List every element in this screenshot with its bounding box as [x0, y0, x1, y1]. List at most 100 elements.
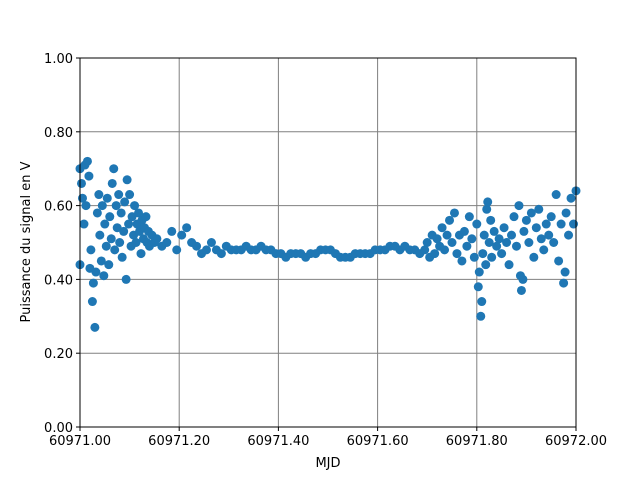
point — [437, 223, 447, 233]
point — [152, 234, 162, 244]
point — [109, 164, 119, 174]
point — [445, 215, 455, 225]
x-tick-label: 60971.00 — [49, 434, 111, 449]
point — [76, 178, 86, 188]
point — [516, 285, 526, 295]
point — [136, 249, 146, 259]
point — [97, 201, 107, 211]
point — [201, 245, 211, 255]
point — [509, 212, 519, 222]
y-tick-label: 1.00 — [44, 52, 73, 67]
point — [104, 260, 114, 270]
point — [79, 219, 89, 229]
point — [91, 267, 101, 277]
point — [484, 238, 494, 247]
point — [182, 223, 192, 233]
point — [92, 208, 102, 218]
point — [479, 230, 489, 240]
point — [102, 193, 112, 203]
y-tick-label: 0.40 — [44, 273, 73, 288]
point — [549, 238, 559, 247]
point — [472, 219, 482, 229]
plot-frame — [79, 57, 577, 428]
point — [442, 230, 452, 240]
point — [86, 245, 96, 255]
point — [430, 249, 440, 259]
point — [511, 241, 521, 251]
point — [467, 234, 477, 244]
y-tick-label: 0.00 — [44, 421, 73, 436]
point — [526, 208, 536, 218]
point — [116, 208, 126, 218]
point — [492, 241, 502, 251]
point — [477, 297, 487, 307]
point — [107, 178, 117, 188]
point — [105, 212, 115, 222]
point — [521, 215, 531, 225]
point — [115, 238, 125, 247]
point — [82, 156, 92, 166]
point — [432, 234, 442, 244]
point — [206, 238, 216, 247]
point — [94, 190, 104, 200]
x-tick-label: 60972.00 — [545, 434, 607, 449]
point — [192, 241, 202, 251]
point — [459, 226, 469, 236]
point — [539, 245, 549, 255]
point — [536, 234, 546, 244]
point — [420, 245, 430, 255]
point — [529, 252, 539, 262]
point — [119, 226, 129, 236]
point — [464, 212, 474, 222]
point — [106, 234, 116, 244]
point — [544, 230, 554, 240]
point — [534, 204, 544, 214]
point — [122, 175, 132, 185]
point — [216, 249, 226, 259]
point — [117, 252, 127, 262]
point — [452, 249, 462, 259]
point — [440, 245, 450, 255]
point — [111, 201, 121, 211]
y-axis-label: Puissance du signal en V — [19, 161, 34, 322]
point — [131, 238, 141, 247]
point — [462, 241, 472, 251]
point — [101, 241, 111, 251]
point — [487, 252, 497, 262]
point — [130, 201, 140, 211]
point — [519, 226, 529, 236]
point — [507, 230, 517, 240]
point — [141, 212, 151, 222]
point — [561, 208, 571, 218]
point — [100, 219, 110, 229]
point — [96, 256, 106, 266]
point — [502, 238, 512, 247]
point — [504, 260, 514, 270]
point — [546, 212, 556, 222]
point — [90, 322, 100, 332]
point — [124, 219, 134, 229]
point — [478, 249, 488, 259]
point — [531, 223, 541, 233]
point — [457, 256, 467, 266]
point — [162, 238, 172, 247]
x-tick-label: 60971.20 — [148, 434, 210, 449]
point — [81, 201, 91, 211]
point — [560, 267, 570, 277]
x-tick-label: 60971.40 — [247, 434, 309, 449]
point — [497, 249, 507, 259]
point — [483, 197, 493, 207]
point — [474, 267, 484, 277]
point — [167, 226, 177, 236]
point — [566, 193, 576, 203]
y-tick-label: 0.60 — [44, 200, 73, 215]
point — [120, 197, 130, 207]
point — [541, 219, 551, 229]
y-tick-label: 0.20 — [44, 347, 73, 362]
point — [473, 282, 483, 292]
point — [482, 204, 492, 214]
point — [125, 190, 135, 200]
x-tick-label: 60971.80 — [446, 434, 508, 449]
point — [489, 226, 499, 236]
point — [134, 208, 144, 218]
